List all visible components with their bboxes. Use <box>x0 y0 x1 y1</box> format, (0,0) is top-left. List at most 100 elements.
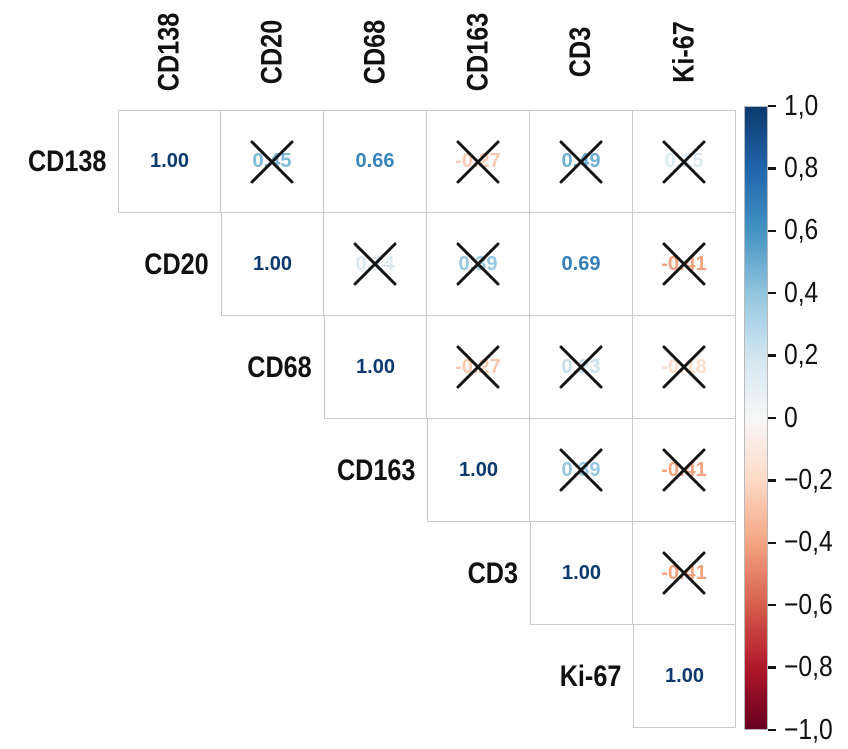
correlation-value: 1.00 <box>459 458 498 481</box>
column-label-ki67: Ki-67 <box>633 0 736 104</box>
colorbar-tick-label: −1,0 <box>784 714 841 746</box>
colorbar-tick-label-text: −1,0 <box>784 713 833 746</box>
matrix-cell-CD3-Ki-67: -0.41 <box>633 522 736 625</box>
matrix-cell-CD20-CD68: 0.14 <box>324 213 427 316</box>
colorbar-tick-label-text: −0,6 <box>784 588 833 621</box>
colorbar-tick-label-text: 1,0 <box>784 89 819 122</box>
colorbar-tick-label-text: 0 <box>784 401 798 434</box>
correlation-value: 0.39 <box>561 458 601 481</box>
correlation-value: -0.18 <box>661 355 707 378</box>
colorbar-tick-label: −0,2 <box>784 464 841 496</box>
colorbar-tick <box>768 603 776 607</box>
colorbar-tick-label-text: −0,4 <box>784 526 833 559</box>
matrix-cell-CD163-Ki-67: -0.41 <box>633 419 736 522</box>
colorbar-tick-label-text: −0,8 <box>784 651 833 684</box>
colorbar-tick <box>768 104 776 108</box>
colorbar-tick <box>768 728 776 732</box>
matrix-cell-CD3-CD3: 1.00 <box>530 522 633 625</box>
colorbar-tick <box>768 479 776 482</box>
colorbar-tick-label: 0 <box>784 402 800 434</box>
colorbar-tick-label: 0,4 <box>784 277 824 309</box>
correlation-value: -0.27 <box>455 150 501 172</box>
correlation-value: 0.69 <box>561 252 601 275</box>
row-label-text: CD163 <box>336 453 415 487</box>
colorbar-tick <box>768 416 776 420</box>
matrix-cell-CD138-CD163: -0.27 <box>427 110 530 213</box>
column-label-cd20: CD20 <box>221 0 324 104</box>
row-label-cd138: CD138 <box>0 110 106 213</box>
colorbar-tick <box>768 229 776 233</box>
colorbar-tick <box>768 666 776 669</box>
correlation-value: 0.66 <box>355 150 395 172</box>
colorbar-tick-label-text: 0,8 <box>784 151 819 184</box>
correlation-value: 1.00 <box>150 150 189 172</box>
column-label-text: Ki-67 <box>667 21 701 83</box>
matrix-cell-CD163-CD3: 0.39 <box>530 419 633 522</box>
row-label-ki67: Ki-67 <box>451 625 621 728</box>
correlation-value: 1.00 <box>356 355 395 378</box>
row-label-cd68: CD68 <box>142 316 312 419</box>
column-label-text: CD68 <box>358 19 392 85</box>
correlation-value: -0.41 <box>661 458 707 481</box>
row-label-cd3: CD3 <box>348 522 518 625</box>
matrix-cell-CD138-CD68: 0.66 <box>324 110 427 213</box>
row-label-text: Ki-67 <box>559 659 621 693</box>
row-label-text: CD68 <box>247 350 312 384</box>
colorbar-tick <box>768 291 776 295</box>
correlation-value: 0.39 <box>458 252 498 275</box>
matrix-cell-Ki-67-Ki-67: 1.00 <box>633 625 736 728</box>
matrix-cell-CD138-Ki-67: 0.15 <box>633 110 736 213</box>
colorbar <box>744 106 768 730</box>
column-label-cd138: CD138 <box>118 0 221 104</box>
correlation-value: 0.14 <box>355 252 395 275</box>
colorbar-tick-label: −0,4 <box>784 526 841 559</box>
matrix-cell-CD20-Ki-67: -0.41 <box>633 213 736 316</box>
column-label-text: CD3 <box>564 26 598 78</box>
column-label-text: CD138 <box>152 12 186 92</box>
matrix-cell-CD138-CD3: 0.49 <box>530 110 633 213</box>
colorbar-tick-label-text: 0,4 <box>784 276 819 309</box>
correlation-value: -0.27 <box>455 355 501 378</box>
colorbar-tick <box>768 167 776 170</box>
matrix-cell-CD138-CD138: 1.00 <box>118 110 221 213</box>
colorbar-tick-label-text: 0,2 <box>784 339 819 372</box>
matrix-cell-CD68-CD3: 0.23 <box>530 316 633 419</box>
colorbar-tick-label-text: −0,2 <box>784 463 833 496</box>
matrix-cell-CD20-CD20: 1.00 <box>221 213 324 316</box>
matrix-cell-CD20-CD163: 0.39 <box>427 213 530 316</box>
column-label-text: CD163 <box>461 12 495 92</box>
colorbar-tick-label-text: 0,6 <box>784 214 819 247</box>
column-label-cd163: CD163 <box>427 0 530 104</box>
correlation-value: 1.00 <box>562 561 601 584</box>
matrix-cell-CD20-CD3: 0.69 <box>530 213 633 316</box>
colorbar-tick-label: −0,6 <box>784 589 841 621</box>
row-label-text: CD3 <box>467 556 518 590</box>
correlation-value: 1.00 <box>253 252 292 275</box>
column-label-cd3: CD3 <box>530 0 633 104</box>
row-label-text: CD20 <box>144 247 209 281</box>
colorbar-tick-label: −0,8 <box>784 651 841 684</box>
correlation-value: 0.49 <box>561 150 601 172</box>
row-label-cd20: CD20 <box>39 213 209 316</box>
matrix-cell-CD68-CD163: -0.27 <box>427 316 530 419</box>
matrix-cell-CD68-CD68: 1.00 <box>324 316 427 419</box>
colorbar-tick-label: 1,0 <box>784 90 824 122</box>
correlation-value: -0.41 <box>661 252 707 275</box>
column-label-text: CD20 <box>255 19 289 85</box>
matrix-cell-CD68-Ki-67: -0.18 <box>633 316 736 419</box>
correlation-value: 1.00 <box>665 664 704 687</box>
colorbar-tick-label: 0,6 <box>784 214 824 247</box>
row-label-cd163: CD163 <box>245 419 415 522</box>
correlation-value: 0.45 <box>252 150 292 172</box>
correlation-value: -0.41 <box>661 561 707 584</box>
colorbar-tick-label: 0,8 <box>784 152 824 184</box>
matrix-cell-CD138-CD20: 0.45 <box>221 110 324 213</box>
row-label-text: CD138 <box>27 144 106 178</box>
colorbar-tick-label: 0,2 <box>784 339 824 372</box>
correlation-value: 0.23 <box>561 355 601 378</box>
colorbar-tick <box>768 541 776 545</box>
colorbar-tick <box>768 354 776 357</box>
matrix-cell-CD163-CD163: 1.00 <box>427 419 530 522</box>
correlation-value: 0.15 <box>664 150 704 172</box>
